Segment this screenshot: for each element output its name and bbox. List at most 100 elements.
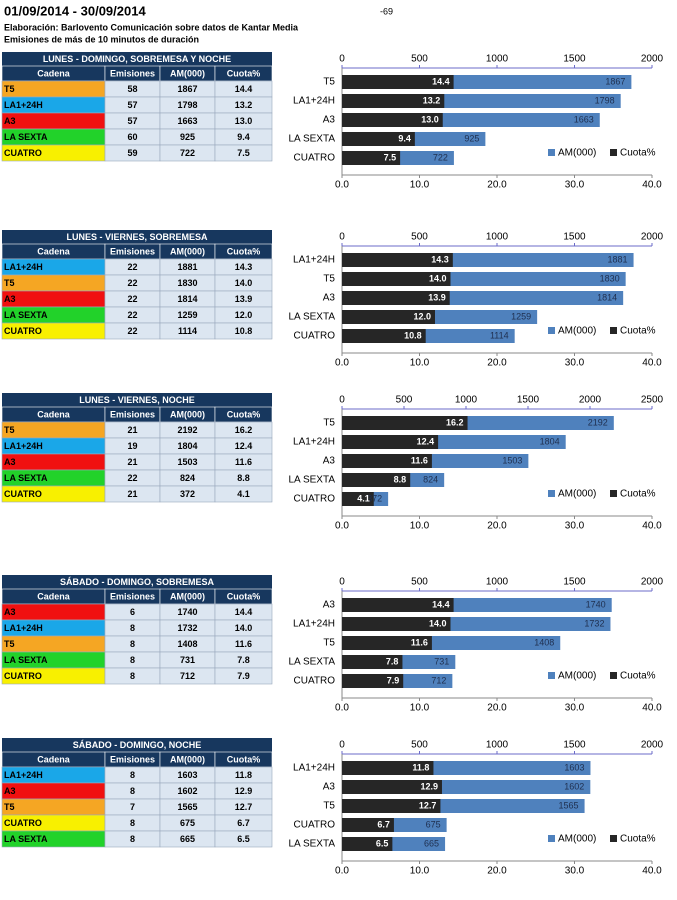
cuota-bar [342, 837, 393, 851]
am-value-label: 925 [464, 133, 479, 143]
cell-text: T5 [4, 425, 15, 435]
legend-label: AM(000) [558, 489, 596, 500]
cuota-bar [342, 329, 426, 343]
cuota-value-label: 14.3 [431, 254, 449, 264]
cell-text: 21 [127, 425, 137, 435]
cell-text: 7.8 [237, 655, 250, 665]
cuota-value-label: 8.8 [394, 474, 407, 484]
am-value-label: 824 [423, 474, 438, 484]
am-value-label: 1602 [564, 781, 584, 791]
bottom-tick-label: 0.0 [335, 866, 349, 877]
cell-text: 14.3 [235, 262, 253, 272]
cuota-bar [342, 113, 443, 127]
cell-text: 8.8 [237, 473, 250, 483]
cuota-value-label: 13.2 [423, 95, 441, 105]
column-header: Cuota% [227, 68, 261, 78]
cuota-bar [342, 799, 441, 813]
legend-swatch [548, 327, 555, 334]
cell-text: A3 [4, 294, 16, 304]
table-cell [1, 798, 106, 816]
am-value-label: 1565 [559, 800, 579, 810]
am-value-label: 372 [367, 493, 382, 503]
cell-text: 6.5 [237, 834, 250, 844]
legend-swatch [548, 149, 555, 156]
column-header: Cadena [37, 246, 71, 256]
cell-text: LA1+24H [4, 262, 43, 272]
category-label: T5 [323, 801, 335, 812]
cell-text: LA1+24H [4, 441, 43, 451]
table-title: LUNES - DOMINGO, SOBREMESA Y NOCHE [43, 54, 231, 64]
cuota-value-label: 12.0 [413, 311, 431, 321]
top-tick-label: 0 [339, 577, 345, 588]
bottom-tick-label: 10.0 [410, 703, 430, 714]
cuota-bar [342, 291, 450, 305]
cuota-value-label: 12.9 [420, 781, 438, 791]
top-tick-label: 0 [339, 395, 345, 406]
top-tick-label: 2500 [641, 395, 664, 406]
bottom-tick-label: 30.0 [565, 866, 585, 877]
bottom-tick-label: 20.0 [487, 358, 507, 369]
cell-text: 57 [127, 116, 137, 126]
legend-swatch [548, 835, 555, 842]
table-cell [214, 830, 273, 848]
cell-text: 7.9 [237, 671, 250, 681]
cell-text: 12.4 [235, 441, 253, 451]
cell-text: 13.2 [235, 100, 253, 110]
cell-text: LA SEXTA [4, 473, 48, 483]
category-label: CUATRO [294, 494, 336, 505]
column-header: Cadena [37, 754, 71, 764]
cuota-bar [342, 75, 454, 89]
column-header: Emisiones [110, 246, 155, 256]
am-value-label: 1814 [597, 292, 617, 302]
cuota-bar [342, 435, 439, 449]
top-tick-label: 0 [339, 232, 345, 243]
category-label: T5 [323, 274, 335, 285]
cuota-bar [342, 636, 432, 650]
table-title: SÁBADO - DOMINGO, SOBREMESA [60, 577, 215, 587]
top-tick-label: 1500 [563, 577, 586, 588]
report-title: 01/09/2014 - 30/09/2014 [4, 3, 146, 18]
legend-swatch [610, 149, 617, 156]
cell-text: 6.7 [237, 818, 250, 828]
cell-text: 1602 [177, 786, 197, 796]
table-cell [1, 782, 106, 800]
bottom-tick-label: 20.0 [487, 866, 507, 877]
cuota-value-label: 14.4 [432, 76, 450, 86]
bottom-tick-label: 20.0 [487, 180, 507, 191]
category-label: A3 [323, 456, 336, 467]
cell-text: 665 [180, 834, 195, 844]
top-tick-label: 2000 [641, 740, 664, 751]
category-label: LA SEXTA [288, 839, 335, 850]
top-tick-label: 1500 [563, 54, 586, 65]
cell-text: 58 [127, 84, 137, 94]
category-label: LA SEXTA [288, 312, 335, 323]
bottom-tick-label: 20.0 [487, 521, 507, 532]
cuota-bar [342, 132, 415, 146]
cell-text: 1259 [177, 310, 197, 320]
cell-text: 1732 [177, 623, 197, 633]
table-title: LUNES - VIERNES, NOCHE [79, 395, 195, 405]
category-label: CUATRO [294, 331, 336, 342]
bottom-tick-label: 0.0 [335, 180, 349, 191]
cuota-value-label: 10.8 [404, 330, 422, 340]
legend-swatch [610, 672, 617, 679]
top-tick-label: 1500 [563, 232, 586, 243]
cuota-value-label: 14.0 [429, 618, 447, 628]
cell-text: 1408 [177, 639, 197, 649]
cuota-value-label: 7.8 [386, 656, 399, 666]
category-label: LA1+24H [293, 619, 335, 630]
cell-text: 14.0 [235, 278, 253, 288]
bottom-tick-label: 40.0 [642, 866, 662, 877]
top-tick-label: 1500 [517, 395, 540, 406]
legend-label: Cuota% [620, 834, 656, 845]
credit: Elaboración: Barlovento Comunicación sob… [4, 22, 299, 32]
table-cell [1, 603, 106, 621]
cell-text: 7.5 [237, 148, 250, 158]
top-tick-label: 2000 [641, 54, 664, 65]
cell-text: 11.6 [235, 639, 252, 649]
cell-text: 675 [180, 818, 195, 828]
legend-label: Cuota% [620, 326, 656, 337]
am-value-label: 665 [424, 838, 439, 848]
legend-label: AM(000) [558, 834, 596, 845]
